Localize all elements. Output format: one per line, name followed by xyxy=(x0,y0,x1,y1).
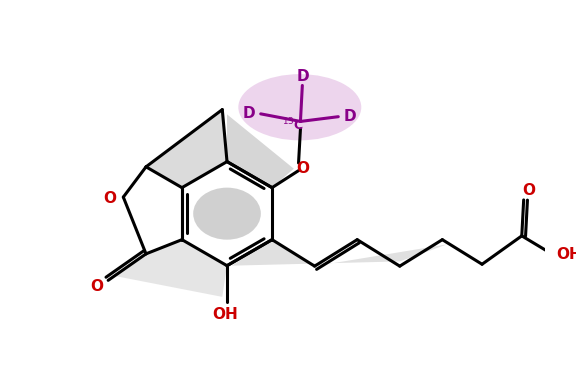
Polygon shape xyxy=(232,240,447,266)
Text: D: D xyxy=(243,106,256,121)
Text: OH: OH xyxy=(556,247,576,262)
Text: D: D xyxy=(343,109,356,124)
Text: D: D xyxy=(297,68,309,84)
Ellipse shape xyxy=(238,74,361,140)
Polygon shape xyxy=(146,109,227,188)
Text: O: O xyxy=(104,192,116,206)
Text: O: O xyxy=(90,279,103,293)
Polygon shape xyxy=(113,240,227,297)
Text: O: O xyxy=(296,161,309,176)
Polygon shape xyxy=(227,114,294,188)
Text: O: O xyxy=(522,183,535,198)
Text: OH: OH xyxy=(212,307,238,322)
Text: $^{13}$C: $^{13}$C xyxy=(282,117,304,133)
Ellipse shape xyxy=(193,188,261,240)
